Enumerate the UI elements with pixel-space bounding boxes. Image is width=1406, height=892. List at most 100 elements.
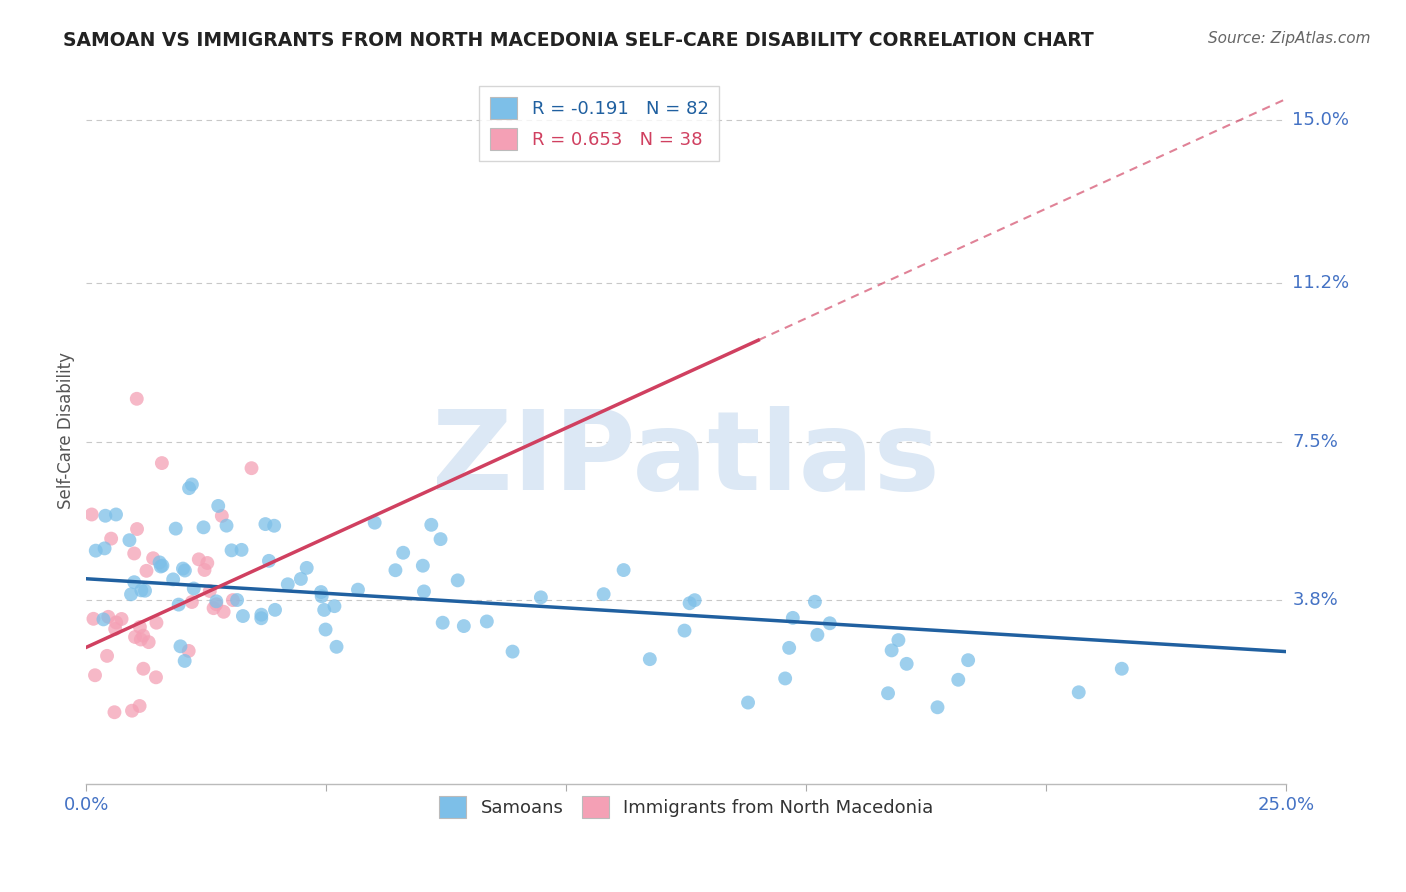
Point <box>957 653 980 667</box>
Point <box>180 595 202 609</box>
Text: 11.2%: 11.2% <box>1292 274 1350 292</box>
Point <box>122 575 145 590</box>
Point <box>207 499 229 513</box>
Point <box>778 640 800 655</box>
Point <box>737 696 759 710</box>
Point <box>592 587 614 601</box>
Point <box>678 596 700 610</box>
Point <box>193 520 215 534</box>
Point <box>240 461 263 475</box>
Point <box>165 522 187 536</box>
Point <box>82 612 104 626</box>
Point <box>887 633 910 648</box>
Point <box>93 612 115 626</box>
Point <box>325 640 347 654</box>
Point <box>948 673 970 687</box>
Point <box>314 603 336 617</box>
Point <box>122 546 145 560</box>
Point <box>295 561 318 575</box>
Point <box>453 619 475 633</box>
Point <box>413 584 436 599</box>
Text: 15.0%: 15.0% <box>1292 112 1350 129</box>
Point <box>205 597 228 611</box>
Point <box>149 555 172 569</box>
Point <box>105 615 128 630</box>
Point <box>152 558 174 573</box>
Y-axis label: Self-Care Disability: Self-Care Disability <box>58 352 75 509</box>
Point <box>315 623 337 637</box>
Point <box>226 593 249 607</box>
Point <box>125 392 148 406</box>
Point <box>447 574 470 588</box>
Point <box>927 700 949 714</box>
Point <box>222 593 245 607</box>
Point <box>432 615 454 630</box>
Point <box>120 587 142 601</box>
Point <box>683 593 706 607</box>
Point <box>172 561 194 575</box>
Point <box>818 616 841 631</box>
Point <box>804 595 827 609</box>
Point <box>277 577 299 591</box>
Point <box>132 629 155 643</box>
Point <box>211 508 233 523</box>
Point <box>183 582 205 596</box>
Point <box>93 541 115 556</box>
Text: 7.5%: 7.5% <box>1292 433 1339 450</box>
Point <box>502 644 524 658</box>
Point <box>309 585 332 599</box>
Point <box>290 572 312 586</box>
Point <box>142 551 165 566</box>
Point <box>782 611 804 625</box>
Point <box>96 648 118 663</box>
Point <box>134 583 156 598</box>
Point <box>530 591 553 605</box>
Point <box>673 624 696 638</box>
Point <box>420 517 443 532</box>
Legend: Samoans, Immigrants from North Macedonia: Samoans, Immigrants from North Macedonia <box>432 789 941 825</box>
Point <box>250 607 273 622</box>
Point <box>169 640 191 654</box>
Point <box>138 635 160 649</box>
Point <box>212 605 235 619</box>
Point <box>129 620 152 634</box>
Point <box>231 542 253 557</box>
Point <box>110 612 132 626</box>
Point <box>363 516 385 530</box>
Point <box>311 589 333 603</box>
Point <box>195 556 218 570</box>
Point <box>145 670 167 684</box>
Point <box>173 654 195 668</box>
Text: ZIPatlas: ZIPatlas <box>433 406 941 513</box>
Text: Source: ZipAtlas.com: Source: ZipAtlas.com <box>1208 31 1371 46</box>
Point <box>1111 662 1133 676</box>
Point <box>193 563 215 577</box>
Point <box>613 563 636 577</box>
Point <box>174 564 197 578</box>
Point <box>198 584 221 599</box>
Point <box>264 603 287 617</box>
Point <box>429 532 451 546</box>
Point <box>128 698 150 713</box>
Point <box>149 559 172 574</box>
Text: SAMOAN VS IMMIGRANTS FROM NORTH MACEDONIA SELF-CARE DISABILITY CORRELATION CHART: SAMOAN VS IMMIGRANTS FROM NORTH MACEDONI… <box>63 31 1094 50</box>
Point <box>323 599 346 614</box>
Point <box>638 652 661 666</box>
Point <box>773 672 796 686</box>
Point <box>1067 685 1090 699</box>
Point <box>215 518 238 533</box>
Point <box>347 582 370 597</box>
Point <box>250 611 273 625</box>
Point <box>124 630 146 644</box>
Point <box>84 668 107 682</box>
Point <box>167 598 190 612</box>
Point <box>129 632 152 647</box>
Point <box>263 518 285 533</box>
Point <box>103 705 125 719</box>
Point <box>412 558 434 573</box>
Point <box>162 573 184 587</box>
Point <box>150 456 173 470</box>
Point <box>132 662 155 676</box>
Point <box>97 610 120 624</box>
Point <box>177 644 200 658</box>
